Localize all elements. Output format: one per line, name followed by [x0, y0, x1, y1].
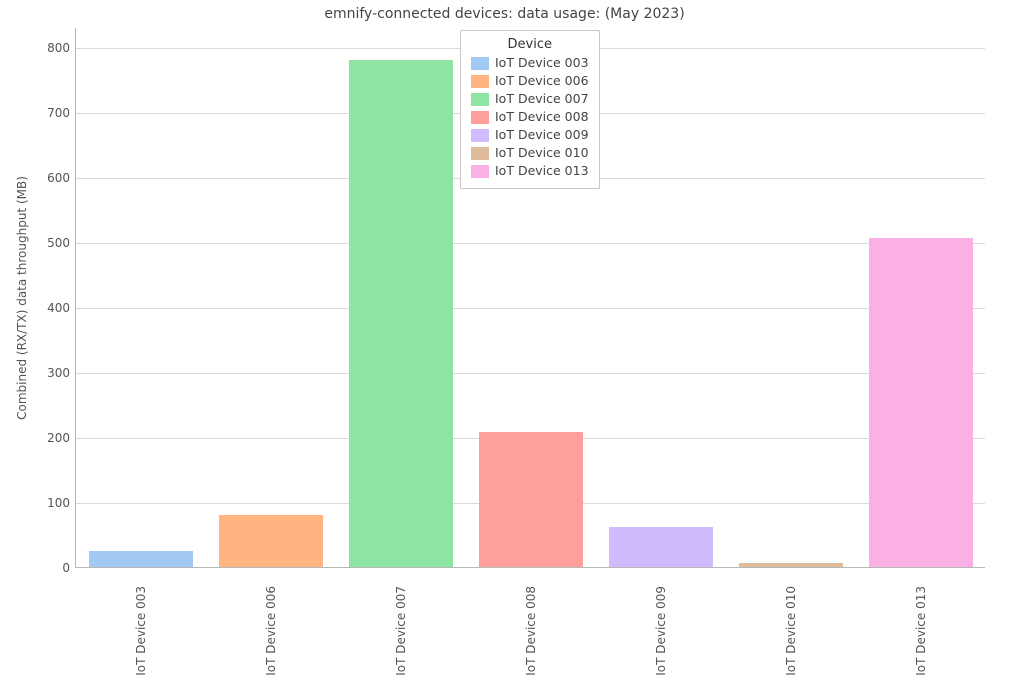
chart-title: emnify-connected devices: data usage: (M…	[0, 6, 1009, 22]
legend-swatch	[471, 75, 489, 88]
x-tick-label: IoT Device 008	[524, 586, 538, 686]
legend-title: Device	[471, 37, 589, 52]
legend-item: IoT Device 007	[471, 90, 589, 108]
grid-line	[76, 308, 985, 309]
legend: Device IoT Device 003IoT Device 006IoT D…	[460, 30, 600, 189]
y-tick-label: 600	[47, 171, 70, 185]
y-tick-label: 400	[47, 301, 70, 315]
legend-label: IoT Device 009	[495, 126, 589, 144]
bar	[219, 515, 323, 567]
legend-swatch	[471, 129, 489, 142]
x-tick-label: IoT Device 013	[914, 586, 928, 686]
legend-label: IoT Device 006	[495, 72, 589, 90]
legend-swatch	[471, 93, 489, 106]
y-tick-label: 300	[47, 366, 70, 380]
y-tick-label: 700	[47, 106, 70, 120]
legend-item: IoT Device 006	[471, 72, 589, 90]
bar	[869, 238, 973, 567]
legend-item: IoT Device 009	[471, 126, 589, 144]
y-tick-label: 500	[47, 236, 70, 250]
legend-label: IoT Device 010	[495, 144, 589, 162]
legend-item: IoT Device 010	[471, 144, 589, 162]
bar	[609, 527, 713, 567]
legend-item: IoT Device 003	[471, 54, 589, 72]
grid-line	[76, 373, 985, 374]
chart-container: emnify-connected devices: data usage: (M…	[0, 0, 1009, 688]
y-tick-label: 0	[62, 561, 70, 575]
grid-line	[76, 243, 985, 244]
legend-swatch	[471, 147, 489, 160]
legend-swatch	[471, 165, 489, 178]
y-tick-label: 100	[47, 496, 70, 510]
bar	[89, 551, 193, 567]
bar	[349, 60, 453, 567]
legend-label: IoT Device 008	[495, 108, 589, 126]
y-tick-label: 200	[47, 431, 70, 445]
x-tick-label: IoT Device 009	[654, 586, 668, 686]
y-tick-labels: 0100200300400500600700800	[0, 28, 70, 568]
bar	[739, 563, 843, 567]
legend-label: IoT Device 003	[495, 54, 589, 72]
bar	[479, 432, 583, 567]
y-tick-label: 800	[47, 41, 70, 55]
x-tick-label: IoT Device 010	[784, 586, 798, 686]
x-tick-label: IoT Device 007	[394, 586, 408, 686]
x-tick-labels: IoT Device 003IoT Device 006IoT Device 0…	[75, 572, 985, 682]
legend-swatch	[471, 111, 489, 124]
legend-item: IoT Device 013	[471, 162, 589, 180]
legend-item: IoT Device 008	[471, 108, 589, 126]
legend-swatch	[471, 57, 489, 70]
legend-label: IoT Device 013	[495, 162, 589, 180]
legend-label: IoT Device 007	[495, 90, 589, 108]
x-tick-label: IoT Device 006	[264, 586, 278, 686]
x-tick-label: IoT Device 003	[134, 586, 148, 686]
